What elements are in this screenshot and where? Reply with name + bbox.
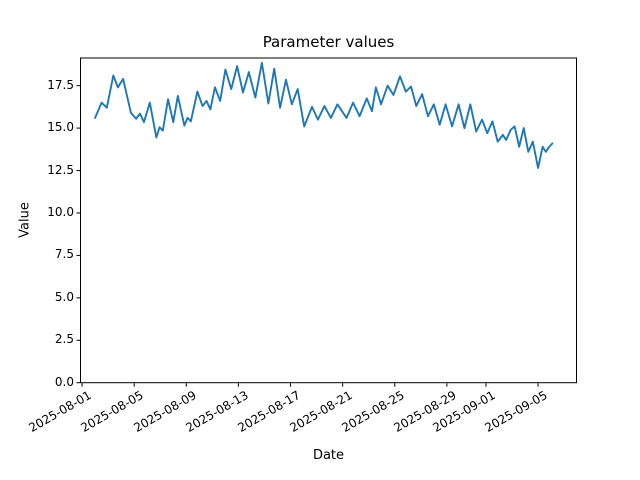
y-tick-label: 17.5 — [47, 77, 74, 92]
x-axis-label: Date — [312, 448, 345, 463]
y-tick-label: 5.0 — [54, 289, 74, 304]
y-tick-label: 12.5 — [47, 162, 74, 177]
data-line-series — [94, 61, 554, 169]
y-tick-label: 15.0 — [47, 120, 74, 135]
y-tick-label: 2.5 — [54, 332, 74, 347]
chart-title: Parameter values — [262, 33, 395, 51]
y-tick-label: 0.0 — [54, 374, 74, 389]
y-tick-label: 10.0 — [47, 204, 74, 219]
y-tick-label: 7.5 — [54, 247, 74, 262]
plot-border — [80, 57, 577, 384]
